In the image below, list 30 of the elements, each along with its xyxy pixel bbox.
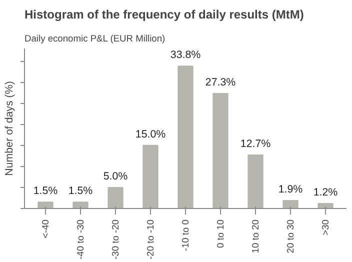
x-tick-label: -10 to 0 bbox=[180, 219, 190, 252]
x-tick-label: <-40 bbox=[40, 219, 50, 238]
bar bbox=[212, 93, 228, 208]
data-label: 27.3% bbox=[205, 76, 236, 89]
data-label: 1.2% bbox=[313, 186, 338, 198]
data-label: 5.0% bbox=[103, 170, 128, 182]
x-tick-label: -20 to -10 bbox=[146, 219, 156, 260]
chart-title: Histogram of the frequency of daily results (MtM) bbox=[24, 8, 304, 22]
bar bbox=[318, 202, 334, 208]
data-label: 15.0% bbox=[135, 128, 166, 140]
bar bbox=[178, 66, 194, 208]
bar bbox=[282, 200, 298, 208]
data-label: 1.9% bbox=[278, 184, 304, 196]
x-tick-label: >30 bbox=[320, 219, 330, 236]
data-label: 33.8% bbox=[170, 49, 202, 62]
bar bbox=[142, 144, 158, 208]
data-label: 1.5% bbox=[68, 185, 94, 198]
bar bbox=[72, 202, 88, 208]
x-tick-label: 20 to 30 bbox=[286, 219, 296, 254]
bar bbox=[248, 154, 264, 208]
x-tick-label: 0 to 10 bbox=[216, 219, 226, 248]
y-axis-title: Number of days (%) bbox=[4, 81, 16, 176]
x-tick-label: 10 to 20 bbox=[250, 219, 260, 254]
bar bbox=[38, 202, 54, 208]
data-label: 1.5% bbox=[33, 185, 58, 198]
chart-subtitle: Daily economic P&L (EUR Million) bbox=[24, 34, 166, 44]
bar bbox=[108, 186, 124, 208]
x-tick-label: -40 to -30 bbox=[76, 219, 86, 260]
x-tick-label: -30 to -20 bbox=[110, 219, 120, 260]
data-label: 12.7% bbox=[240, 138, 272, 150]
